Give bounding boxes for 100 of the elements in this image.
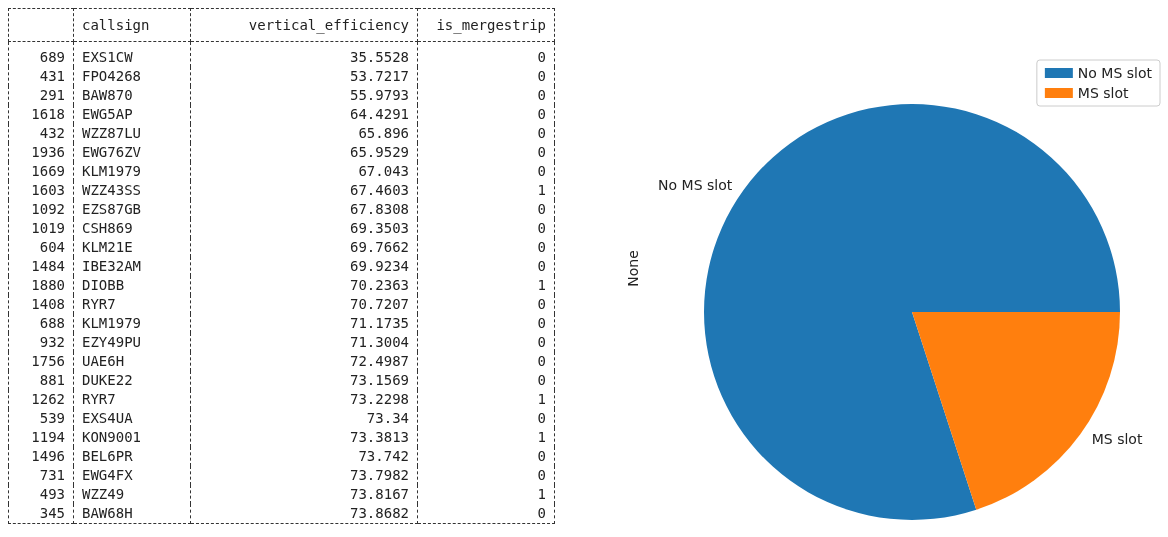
text: 69.9234 (349, 258, 409, 274)
text: 0 (537, 372, 546, 388)
text: 55.9793 (349, 87, 409, 103)
text: 493 (39, 486, 65, 502)
text: 0 (537, 505, 546, 521)
text: 1496 (31, 448, 65, 464)
text: 53.7217 (349, 68, 409, 84)
text: 73.8682 (349, 505, 409, 521)
text: 1194 (31, 429, 65, 445)
text: EWG5AP (82, 106, 133, 122)
text: 1 (537, 277, 546, 293)
text: 604 (39, 239, 65, 255)
text: 731 (39, 467, 65, 483)
text: 0 (537, 315, 546, 331)
text: KLM1979 (82, 163, 142, 179)
text: WZZ87LU (82, 125, 142, 141)
text: 73.7982 (349, 467, 409, 483)
text: 73.3813 (349, 429, 409, 445)
text: EXS4UA (82, 410, 133, 426)
text: 71.1735 (349, 315, 409, 331)
text: 0 (537, 334, 546, 350)
text: 689 (39, 49, 65, 65)
text: DUKE22 (82, 372, 133, 388)
text: 0 (537, 144, 546, 160)
text: 1408 (31, 296, 65, 312)
text: IBE32AM (82, 258, 142, 274)
text: 70.7207 (349, 296, 409, 312)
text: EWG76ZV (82, 144, 142, 160)
text: 1880 (31, 277, 65, 293)
text: CSH869 (82, 220, 133, 236)
text: 0 (537, 239, 546, 255)
text: 1 (537, 429, 546, 445)
text: UAE6H (82, 353, 125, 369)
text: 72.4987 (349, 353, 409, 369)
text: 73.742 (358, 448, 409, 464)
text: 0 (537, 296, 546, 312)
text: 0 (537, 448, 546, 464)
text: EWG4FX (82, 467, 133, 483)
text: 539 (39, 410, 65, 426)
text: 1603 (31, 182, 65, 198)
category-label: is_mergestrip (417, 8, 555, 42)
text: 291 (39, 87, 65, 103)
text: 0 (537, 106, 546, 122)
text: 0 (537, 87, 546, 103)
text: 1 (537, 182, 546, 198)
text: 0 (537, 163, 546, 179)
text: 1618 (31, 106, 65, 122)
text: 64.4291 (349, 106, 409, 122)
text: 69.3503 (349, 220, 409, 236)
text: 67.4603 (349, 182, 409, 198)
text: BAW870 (82, 87, 133, 103)
text: 1092 (31, 201, 65, 217)
text: BEL6PR (82, 448, 133, 464)
slice-label: MS slot (1091, 430, 1143, 447)
text: 1669 (31, 163, 65, 179)
text: WZZ49 (82, 486, 125, 502)
text: DIOBB (82, 277, 125, 293)
text: 0 (537, 49, 546, 65)
text: 0 (537, 467, 546, 483)
text: 431 (39, 68, 65, 84)
text: 1484 (31, 258, 65, 274)
text: KLM21E (82, 239, 133, 255)
text: BAW68H (82, 505, 133, 521)
text: EZY49PU (82, 334, 142, 350)
text: 0 (537, 125, 546, 141)
text: 73.34 (366, 410, 409, 426)
text: 881 (39, 372, 65, 388)
text: 65.896 (358, 125, 409, 141)
text: 35.5528 (349, 49, 409, 65)
text: 71.3004 (349, 334, 409, 350)
text: EXS1CW (82, 49, 133, 65)
text: 932 (39, 334, 65, 350)
text: FPO4268 (82, 68, 142, 84)
text: 1262 (31, 391, 65, 407)
text: RYR7 (82, 296, 116, 312)
text: KLM1979 (82, 315, 142, 331)
text: 73.1569 (349, 372, 409, 388)
slice-label: No MS slot (658, 177, 733, 194)
text: 0 (537, 201, 546, 217)
text: 0 (537, 258, 546, 274)
text: 1019 (31, 220, 65, 236)
text: 1756 (31, 353, 65, 369)
text: 0 (537, 353, 546, 369)
text: 688 (39, 315, 65, 331)
text: 1 (537, 391, 546, 407)
text: 69.7662 (349, 239, 409, 255)
text: None (625, 250, 641, 287)
category-label: callsign (73, 8, 191, 42)
text: 0 (537, 220, 546, 236)
text: 67.8308 (349, 201, 409, 217)
text: WZZ43SS (82, 182, 142, 198)
text: 0 (537, 410, 546, 426)
text: 70.2363 (349, 277, 409, 293)
text: 0 (537, 68, 546, 84)
text: RYR7 (82, 391, 116, 407)
text: 432 (39, 125, 65, 141)
text: 1 (537, 486, 546, 502)
text: 73.2298 (349, 391, 409, 407)
legend-label: No MS slot (1077, 65, 1153, 81)
text: 73.8167 (349, 486, 409, 502)
